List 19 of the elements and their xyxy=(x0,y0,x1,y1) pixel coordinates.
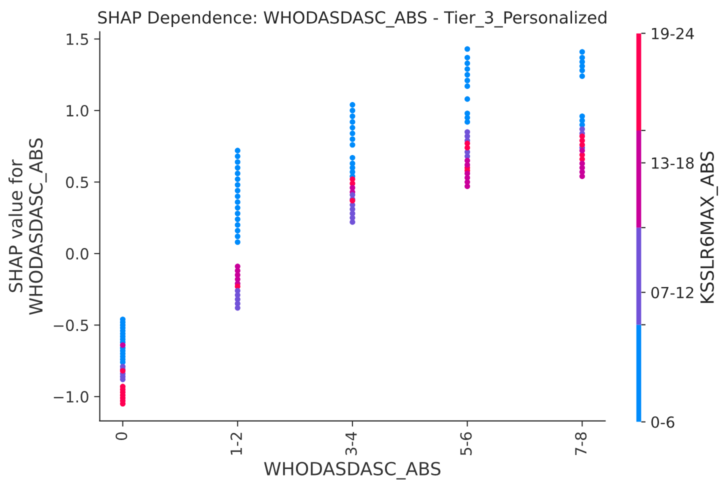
x-tick-label: 7-8 xyxy=(575,432,587,456)
y-tick-label: −1.0 xyxy=(54,391,88,403)
chart-title: SHAP Dependence: WHODASDASC_ABS - Tier_3_Personalized xyxy=(98,10,606,28)
y-tick-label: −0.5 xyxy=(54,320,88,332)
y-axis-title: SHAP value for WHODASDASC_ABS xyxy=(8,138,47,315)
x-tick-label: 1-2 xyxy=(230,432,242,455)
color-bar-label: 07-12 xyxy=(651,286,694,298)
x-tick-label: 0 xyxy=(116,432,128,440)
x-tick-label: 3-4 xyxy=(345,432,357,456)
y-tick-label: 1.5 xyxy=(66,34,88,46)
x-axis-title: WHODASDASC_ABS xyxy=(264,462,440,480)
color-bar-label: 0-6 xyxy=(651,416,674,428)
x-tick-label: 5-6 xyxy=(460,432,472,456)
y-tick-label: 0.5 xyxy=(66,176,88,188)
y-tick-label: 0.0 xyxy=(66,248,88,260)
color-bar-label: 19-24 xyxy=(652,28,694,40)
color-bar-title: KSSLR6MAX_ABS xyxy=(700,152,718,303)
color-bar-label: 13-18 xyxy=(652,157,694,169)
y-tick-label: 1.0 xyxy=(66,104,88,117)
